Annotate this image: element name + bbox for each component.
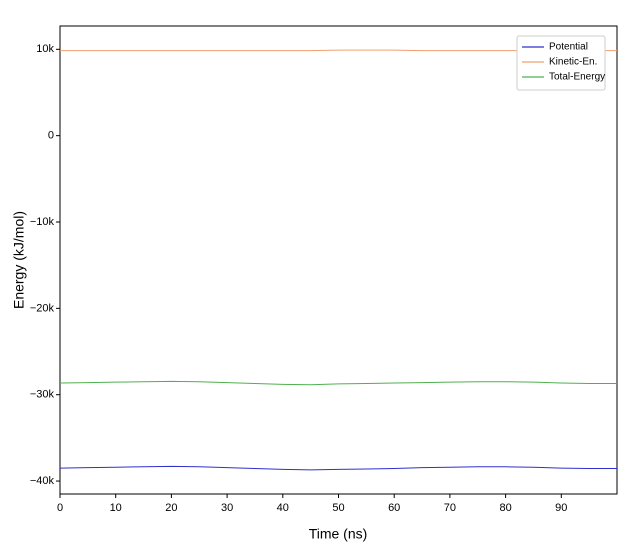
- y-tick-label: 0: [48, 130, 54, 142]
- legend-label: Potential: [549, 42, 588, 53]
- x-tick-label: 90: [555, 502, 567, 514]
- x-tick-label: 50: [332, 502, 344, 514]
- y-tick-label: −30k: [30, 389, 55, 401]
- x-tick-label: 10: [110, 502, 122, 514]
- y-tick-label: 10k: [36, 43, 54, 55]
- series-line: [59, 465, 617, 471]
- y-tick-label: −20k: [30, 302, 55, 314]
- legend-label: Total-Energy: [549, 72, 605, 83]
- y-tick-label: −40k: [30, 475, 55, 487]
- x-tick-label: 70: [444, 502, 456, 514]
- y-axis-title: Energy (kJ/mol): [11, 211, 27, 309]
- x-tick-label: 60: [388, 502, 400, 514]
- plot-frame: [59, 25, 618, 495]
- x-tick-label: 80: [499, 502, 511, 514]
- x-tick-label: 0: [57, 502, 63, 514]
- x-tick-label: 20: [165, 502, 177, 514]
- x-axis-title: Time (ns): [309, 526, 368, 542]
- x-tick-label: 40: [277, 502, 289, 514]
- x-tick-label: 30: [221, 502, 233, 514]
- y-tick-label: −10k: [30, 216, 55, 228]
- legend-label: Kinetic-En.: [549, 57, 597, 68]
- series-line: [59, 380, 617, 386]
